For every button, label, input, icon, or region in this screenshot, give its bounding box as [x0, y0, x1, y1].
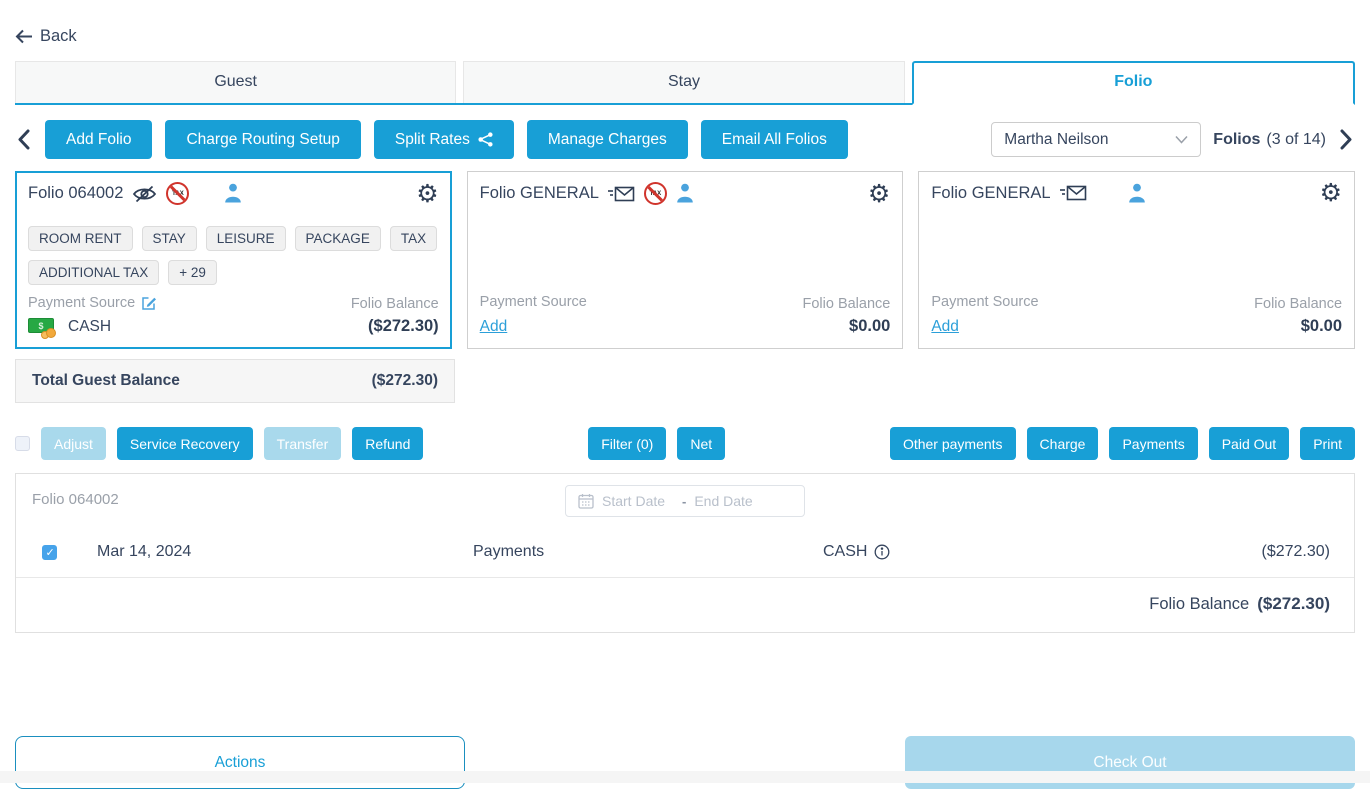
transactions-panel: Folio 064002 - Mar 14, 2024 Payments CAS… [15, 473, 1355, 633]
other-payments-button[interactable]: Other payments [889, 427, 1016, 460]
start-date-input[interactable] [602, 493, 674, 509]
info-icon[interactable] [874, 544, 890, 560]
gear-icon[interactable]: ⚙ [1319, 178, 1343, 207]
panel-folio-balance: Folio Balance ($272.30) [16, 578, 1354, 632]
folio-cards: Folio 064002 TAX ⚙ ROOM RENT STAY LEISUR… [15, 171, 1356, 349]
payment-source-label: Payment Source [28, 295, 136, 311]
transaction-row: Mar 14, 2024 Payments CASH ($272.30) [16, 531, 1354, 578]
payment-method: CASH [68, 318, 112, 335]
chevron-right-icon [1340, 129, 1353, 150]
charge-button[interactable]: Charge [1026, 427, 1099, 460]
select-all-checkbox[interactable] [15, 436, 30, 451]
net-button[interactable]: Net [677, 427, 726, 460]
back-arrow-icon [15, 29, 33, 44]
tag: LEISURE [205, 226, 286, 251]
no-tax-icon: TAX [643, 182, 667, 205]
filter-button[interactable]: Filter (0) [588, 427, 667, 460]
transaction-type: Payments [473, 543, 545, 560]
folio-card-064002[interactable]: Folio 064002 TAX ⚙ ROOM RENT STAY LEISUR… [15, 171, 452, 349]
folio-balance-value: $0.00 [849, 317, 891, 335]
folio-balance-label: Folio Balance [350, 296, 439, 312]
person-icon[interactable] [1127, 182, 1147, 203]
back-button[interactable]: Back [15, 27, 77, 46]
folio-balance-label: Folio Balance [802, 296, 891, 312]
send-email-icon [607, 186, 635, 202]
tab-stay[interactable]: Stay [463, 61, 905, 103]
tag: ROOM RENT [28, 226, 133, 251]
payments-button[interactable]: Payments [1109, 427, 1198, 460]
folio-card-general-1[interactable]: Folio GENERAL TAX ⚙ Payment Source Add F… [466, 171, 904, 349]
date-range-filter[interactable]: - [565, 485, 805, 517]
charge-group-tags: ROOM RENT STAY LEISURE PACKAGE TAX ADDIT… [28, 226, 439, 285]
edit-icon[interactable] [141, 295, 157, 311]
tab-guest[interactable]: Guest [15, 61, 457, 103]
panel-folio-balance-value: ($272.30) [1257, 594, 1330, 613]
send-email-icon [1059, 185, 1087, 201]
prev-folios-button[interactable] [15, 127, 32, 152]
folio-toolbar: Add Folio Charge Routing Setup Split Rat… [15, 120, 1355, 159]
refund-button[interactable]: Refund [352, 427, 424, 460]
folio-card-general-2[interactable]: Folio GENERAL ⚙ Payment Source Add Folio… [918, 171, 1356, 349]
cash-icon: $ [28, 318, 58, 339]
tag: TAX [389, 226, 438, 251]
transfer-button[interactable]: Transfer [263, 427, 342, 460]
add-payment-source-link[interactable]: Add [479, 318, 508, 335]
total-guest-balance: Total Guest Balance ($272.30) [15, 359, 455, 403]
paid-out-button[interactable]: Paid Out [1208, 427, 1290, 460]
transaction-action-bar: Adjust Service Recovery Transfer Refund … [15, 427, 1355, 460]
tab-folio[interactable]: Folio [911, 61, 1355, 105]
manage-charges-button[interactable]: Manage Charges [526, 120, 688, 159]
add-payment-source-link[interactable]: Add [931, 318, 959, 335]
service-recovery-button[interactable]: Service Recovery [116, 427, 253, 460]
chevron-left-icon [17, 129, 30, 150]
bottom-strip [0, 771, 1370, 783]
end-date-input[interactable] [694, 493, 767, 509]
date-separator: - [682, 493, 687, 509]
transaction-method: CASH [823, 543, 868, 560]
tab-bar: Guest Stay Folio [15, 61, 1355, 105]
tag: ADDITIONAL TAX [28, 260, 160, 285]
person-icon[interactable] [675, 182, 695, 203]
calendar-icon [578, 493, 594, 509]
panel-folio-balance-label: Folio Balance [1149, 594, 1250, 613]
folio-card-title: Folio GENERAL [479, 184, 599, 202]
folio-card-title: Folio 064002 [28, 184, 124, 202]
folios-count: (3 of 14) [1266, 130, 1326, 148]
gear-icon[interactable]: ⚙ [867, 178, 891, 208]
tag: STAY [141, 226, 197, 251]
share-icon [478, 132, 493, 147]
folio-balance-value: $0.00 [1300, 317, 1343, 335]
folios-label: Folios [1213, 130, 1261, 148]
chevron-down-icon [1175, 135, 1188, 144]
row-checkbox[interactable] [42, 544, 57, 560]
guest-selector-value: Martha Neilson [1004, 130, 1109, 148]
folio-balance-label: Folio Balance [1254, 296, 1343, 312]
total-guest-balance-value: ($272.30) [371, 372, 438, 389]
total-guest-balance-label: Total Guest Balance [32, 372, 180, 389]
person-icon[interactable] [223, 182, 243, 203]
back-label: Back [40, 27, 77, 45]
adjust-button[interactable]: Adjust [41, 427, 106, 460]
no-tax-icon: TAX [166, 182, 190, 205]
folios-pager: Folios (3 of 14) [1213, 131, 1326, 149]
print-button[interactable]: Print [1300, 427, 1355, 460]
gear-icon[interactable]: ⚙ [416, 178, 439, 208]
folio-card-title: Folio GENERAL [931, 183, 1051, 202]
payment-source-label: Payment Source [931, 294, 1039, 310]
split-rates-button[interactable]: Split Rates [373, 120, 514, 159]
panel-folio-label: Folio 064002 [32, 491, 119, 508]
email-all-folios-button[interactable]: Email All Folios [700, 120, 848, 159]
next-folios-button[interactable] [1338, 127, 1355, 152]
tag: PACKAGE [294, 226, 381, 251]
guest-selector[interactable]: Martha Neilson [991, 122, 1202, 157]
payment-source-label: Payment Source [479, 294, 587, 310]
folio-balance-value: ($272.30) [368, 317, 439, 335]
eye-off-icon [132, 185, 157, 203]
transaction-date: Mar 14, 2024 [97, 543, 192, 560]
tag-more[interactable]: + 29 [168, 260, 217, 285]
transaction-amount: ($272.30) [1261, 543, 1331, 560]
charge-routing-setup-button[interactable]: Charge Routing Setup [165, 120, 361, 159]
add-folio-button[interactable]: Add Folio [45, 120, 153, 159]
